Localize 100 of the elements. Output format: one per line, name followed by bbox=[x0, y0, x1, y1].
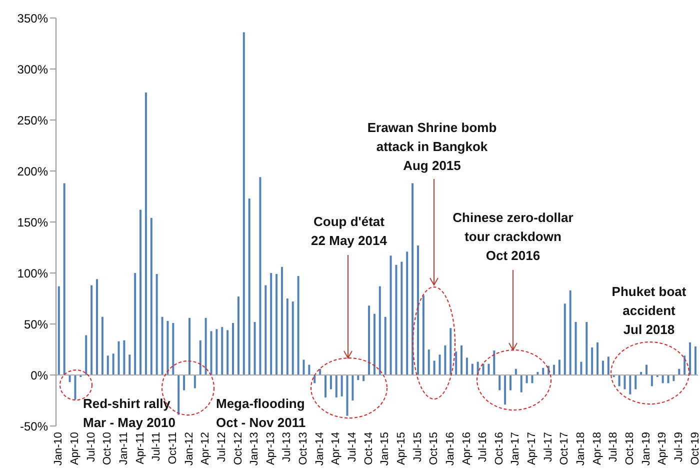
bar bbox=[450, 328, 452, 375]
x-tick-label: Jan-19 bbox=[640, 432, 652, 466]
x-tick-label: Jan-18 bbox=[575, 432, 588, 466]
bar bbox=[368, 306, 370, 375]
bar bbox=[460, 345, 463, 375]
bar bbox=[346, 375, 348, 416]
bar bbox=[629, 375, 632, 394]
x-tick-label: Oct-14 bbox=[362, 432, 375, 466]
bar bbox=[596, 342, 599, 375]
x-tick-label: Oct-19 bbox=[689, 432, 700, 466]
bar bbox=[574, 322, 577, 375]
bar bbox=[455, 352, 458, 375]
x-tick-label: Jul-10 bbox=[85, 432, 98, 462]
annotation: Chinese zero-dollar tour crackdown Oct 2016 bbox=[452, 210, 574, 263]
bar bbox=[498, 375, 501, 390]
bar bbox=[406, 252, 408, 375]
bar bbox=[689, 342, 692, 375]
x-tick-label: Jul-17 bbox=[542, 432, 554, 462]
bar bbox=[645, 364, 648, 375]
x-tick-label: Jul-16 bbox=[477, 432, 490, 462]
bar bbox=[335, 375, 338, 398]
x-tick-label: Apr-17 bbox=[526, 432, 538, 466]
bar bbox=[280, 266, 283, 375]
x-tick-label: Oct-12 bbox=[232, 432, 244, 466]
bar bbox=[226, 330, 229, 375]
bar bbox=[378, 286, 381, 375]
bar bbox=[199, 340, 202, 375]
y-tick-label: 200% bbox=[17, 164, 48, 178]
bar bbox=[526, 375, 528, 384]
bar bbox=[684, 356, 686, 375]
x-tick-label: Apr-14 bbox=[330, 432, 342, 466]
bar bbox=[156, 274, 158, 375]
y-tick-label: 250% bbox=[17, 113, 48, 128]
bar bbox=[471, 364, 474, 375]
x-tick-label: Oct-16 bbox=[493, 432, 506, 466]
x-tick-label: Oct-15 bbox=[428, 432, 440, 466]
bar bbox=[270, 273, 272, 375]
bar bbox=[395, 264, 398, 375]
x-tick-label: Oct-11 bbox=[166, 432, 179, 464]
bar bbox=[286, 298, 288, 375]
x-tick-label: Jul-15 bbox=[412, 432, 424, 462]
bar bbox=[586, 322, 588, 375]
bar bbox=[412, 183, 414, 375]
bar bbox=[514, 368, 517, 375]
x-tick-label: Oct-13 bbox=[298, 432, 310, 466]
bar bbox=[112, 354, 114, 375]
bar bbox=[493, 350, 496, 375]
bar bbox=[650, 375, 653, 386]
bar bbox=[662, 375, 664, 384]
annotation: Red-shirt rally Mar - May 2010 bbox=[83, 396, 176, 430]
bar bbox=[488, 364, 490, 375]
bar bbox=[569, 290, 572, 375]
x-tick-label: Jul-12 bbox=[216, 432, 228, 462]
y-tick-label: 350% bbox=[17, 11, 48, 26]
bar bbox=[204, 318, 207, 375]
bar bbox=[188, 318, 190, 375]
bar bbox=[634, 375, 637, 390]
bar bbox=[438, 354, 441, 375]
x-tick-label: Jan-13 bbox=[248, 432, 261, 466]
bar bbox=[580, 362, 582, 375]
x-tick-label: Jul-13 bbox=[281, 432, 294, 462]
annotation: Coup d'état 22 May 2014 bbox=[311, 214, 388, 248]
bar bbox=[531, 375, 534, 384]
x-tick-label: Apr-10 bbox=[69, 432, 82, 466]
bar bbox=[259, 177, 262, 375]
bar bbox=[150, 218, 152, 375]
bar bbox=[352, 375, 354, 400]
bar bbox=[553, 364, 556, 375]
x-tick-label: Jan-15 bbox=[379, 432, 392, 466]
bar bbox=[58, 286, 60, 375]
bar bbox=[694, 346, 696, 375]
x-tick-label: Jan-16 bbox=[444, 432, 456, 466]
bar bbox=[264, 285, 267, 375]
bar bbox=[509, 375, 512, 390]
bar bbox=[324, 375, 326, 398]
bar bbox=[308, 364, 310, 375]
bar bbox=[248, 198, 250, 375]
x-tick-label: Jul-18 bbox=[608, 432, 620, 462]
bar bbox=[302, 360, 305, 375]
annotation: Mega-flooding Oct - Nov 2011 bbox=[216, 396, 306, 430]
annotation: Erawan Shrine bomb attack in Bangkok Aug 2015 bbox=[367, 120, 497, 173]
bar bbox=[166, 320, 169, 375]
bar bbox=[194, 375, 196, 388]
bar bbox=[140, 210, 142, 375]
bar bbox=[558, 360, 560, 375]
x-tick-label: Oct-18 bbox=[624, 432, 636, 466]
x-tick-label: Apr-16 bbox=[460, 432, 473, 466]
bar bbox=[362, 375, 365, 382]
bar bbox=[384, 316, 386, 375]
bar bbox=[678, 368, 680, 375]
x-tick-label: Jul-11 bbox=[150, 432, 163, 462]
bar bbox=[128, 354, 131, 375]
x-tick-label: Jan-11 bbox=[118, 432, 130, 465]
y-tick-label: 300% bbox=[17, 62, 48, 76]
bar bbox=[466, 358, 468, 375]
bar bbox=[400, 262, 403, 375]
bar bbox=[90, 285, 93, 375]
bar bbox=[292, 302, 294, 375]
x-tick-label: Apr-15 bbox=[395, 432, 408, 466]
bar bbox=[591, 347, 594, 375]
